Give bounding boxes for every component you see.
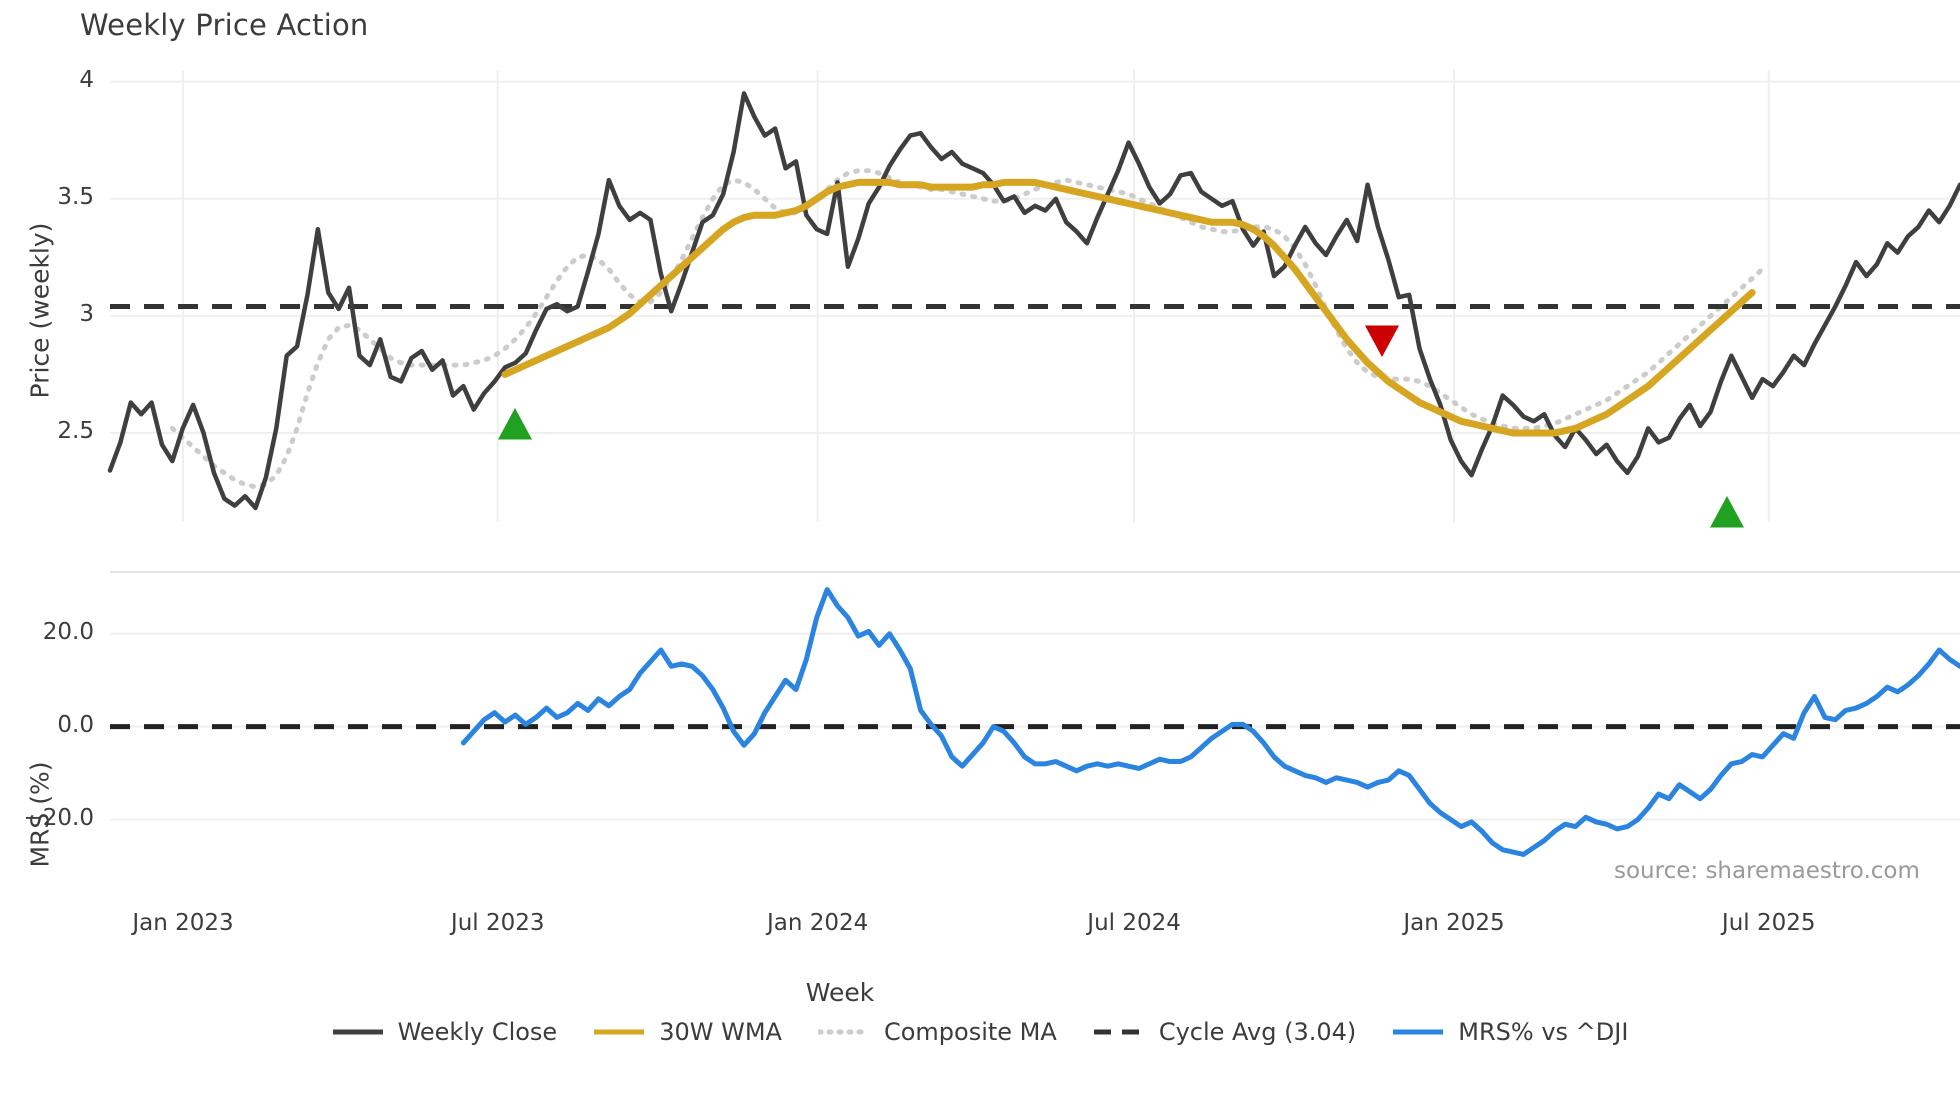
mrs-panel-series — [110, 587, 1960, 857]
signal-markers — [498, 325, 1744, 528]
price-y-tick: 3.5 — [57, 183, 94, 210]
price-panel-grid — [110, 70, 1960, 522]
x-tick: Jul 2024 — [1087, 910, 1181, 936]
legend-label: Composite MA — [883, 1018, 1057, 1046]
legend-label: 30W WMA — [659, 1018, 782, 1046]
legend-swatch — [332, 1029, 383, 1035]
mrs-panel-grid — [110, 571, 1960, 821]
x-axis-label: Week — [805, 978, 875, 1007]
plot-canvas — [107, 70, 1960, 857]
legend-label: Cycle Avg (3.04) — [1158, 1018, 1357, 1046]
x-tick: Jul 2025 — [1721, 910, 1816, 936]
x-tick: Jan 2025 — [1403, 910, 1505, 936]
legend-item[interactable]: 30W WMA — [593, 1018, 782, 1046]
source-watermark: source: sharemaestro.com — [1614, 858, 1920, 884]
legend-swatch — [594, 1029, 645, 1035]
x-tick: Jan 2024 — [767, 910, 869, 936]
mrs-y-tick: 0.0 — [57, 711, 94, 738]
legend-label: Weekly Close — [397, 1018, 558, 1046]
chart-legend: Weekly Close 30W WMA Composite MA Cycle Avg… — [0, 1018, 1960, 1046]
sell-signal-marker — [1365, 325, 1399, 357]
legend-swatch — [817, 1029, 870, 1035]
legend-item[interactable]: Composite MA — [817, 1018, 1057, 1046]
legend-item[interactable]: MRS% vs ^DJI — [1392, 1018, 1628, 1046]
buy-signal-marker — [498, 408, 532, 440]
price-y-tick: 3 — [79, 300, 94, 327]
x-tick: Jul 2023 — [450, 910, 545, 936]
x-tick: Jan 2023 — [132, 910, 234, 936]
legend-item[interactable]: Cycle Avg (3.04) — [1093, 1018, 1356, 1046]
legend-swatch — [1393, 1029, 1444, 1035]
mrs-y-tick: −20.0 — [23, 804, 94, 831]
legend-item[interactable]: Weekly Close — [332, 1018, 558, 1046]
buy-signal-marker — [1710, 496, 1744, 528]
price-y-tick: 2.5 — [57, 418, 94, 444]
mrs-y-tick: 20.0 — [42, 618, 94, 645]
legend-swatch — [1093, 1029, 1144, 1035]
price-panel-series — [107, 91, 1960, 511]
chart-title: Weekly Price Action — [80, 8, 369, 42]
legend-label: MRS% vs ^DJI — [1458, 1018, 1629, 1046]
price-y-tick: 4 — [79, 66, 94, 93]
